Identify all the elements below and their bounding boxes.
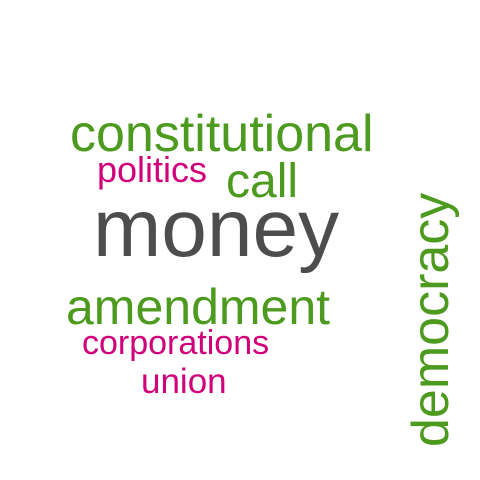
word-money: money (93, 183, 340, 274)
word-amendment: amendment (66, 279, 331, 335)
word-democracy: democracy (402, 192, 460, 447)
word-politics: politics (97, 149, 208, 190)
word-constitutional: constitutional (70, 105, 374, 163)
word-corporations: corporations (82, 324, 270, 362)
word-call: call (226, 155, 299, 208)
word-union: union (141, 362, 227, 401)
